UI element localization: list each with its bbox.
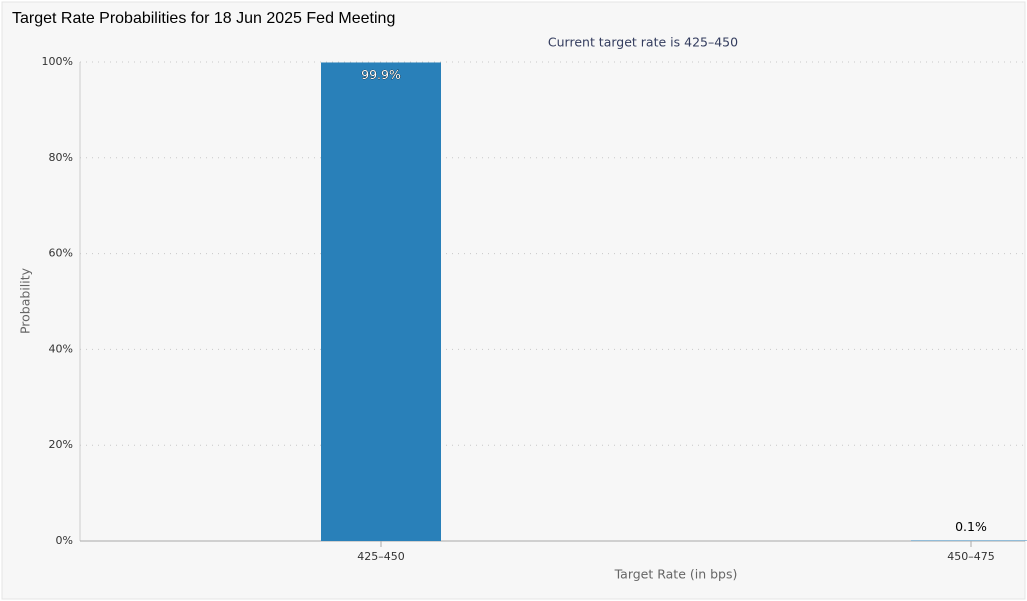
x-tick-label: 425–450 xyxy=(357,550,405,563)
chart-title: Target Rate Probabilities for 18 Jun 202… xyxy=(12,10,395,27)
y-tick-label: 20% xyxy=(49,438,73,451)
y-tick-label: 60% xyxy=(49,247,73,260)
chart-subtitle: Current target rate is 425–450 xyxy=(548,35,738,50)
y-tick-label: 0% xyxy=(56,534,73,547)
x-tick-label: 450–475 xyxy=(947,550,995,563)
y-tick-label: 40% xyxy=(49,342,73,355)
data-label: 99.9% xyxy=(361,67,401,82)
y-tick-label: 80% xyxy=(49,151,73,164)
x-axis-title: Target Rate (in bps) xyxy=(614,567,738,582)
data-label: 0.1% xyxy=(955,519,987,534)
y-axis-title: Probability xyxy=(18,267,33,334)
y-tick-label: 100% xyxy=(42,55,73,68)
bar xyxy=(321,62,441,541)
